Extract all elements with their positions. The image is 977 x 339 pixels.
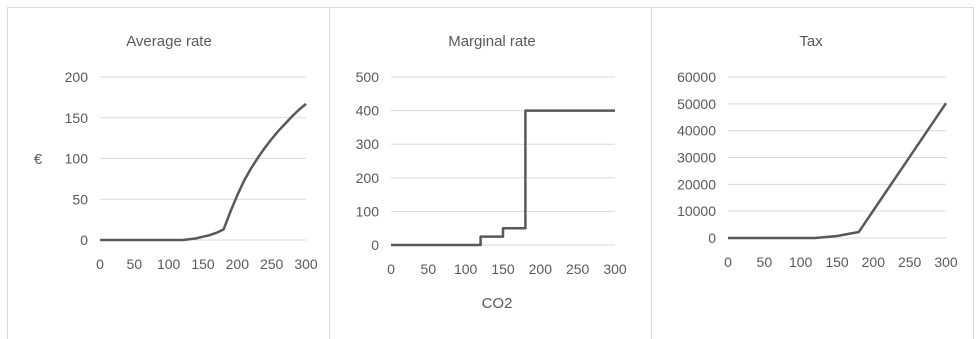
x-tick-label: 50 — [127, 256, 143, 272]
x-tick-label: 300 — [934, 254, 958, 270]
panel-tax: Tax 0 10000 20000 30000 40000 50000 60000 0 50 10… — [651, 7, 974, 339]
y-tick-label: 20000 — [677, 176, 716, 192]
y-tick-label: 500 — [356, 69, 380, 85]
y-tick-label: 50 — [72, 191, 88, 207]
x-tick-label: 0 — [96, 256, 104, 272]
x-tick-label: 100 — [789, 254, 813, 270]
x-tick-label: 250 — [898, 254, 922, 270]
y-axis-label: € — [34, 151, 43, 168]
x-tick-label: 250 — [566, 261, 590, 277]
y-tick-label: 300 — [356, 136, 380, 152]
x-tick-label: 50 — [421, 261, 437, 277]
x-tick-label: 200 — [529, 261, 553, 277]
panel-frame — [651, 7, 974, 339]
x-tick-label: 150 — [191, 256, 215, 272]
y-tick-label: 0 — [371, 237, 379, 253]
y-tick-label: 200 — [356, 170, 380, 186]
series-line — [728, 102, 948, 240]
y-tick-label: 60000 — [677, 69, 716, 85]
y-tick-label: 50000 — [677, 96, 716, 112]
x-tick-label: 300 — [603, 261, 627, 277]
y-tick-label: 30000 — [677, 150, 716, 166]
x-tick-label: 250 — [260, 256, 284, 272]
panel-frame — [7, 7, 330, 339]
y-tick-label: 400 — [356, 103, 380, 119]
x-tick-label: 0 — [724, 254, 732, 270]
panel-marginal-rate: Marginal rate 0 100 200 300 400 500 0 50 100 150 2… — [329, 7, 652, 339]
x-tick-label: 150 — [491, 261, 515, 277]
panel-average-rate: Average rate 0 50 100 150 200 0 50 100 150 200 250… — [7, 7, 330, 339]
y-tick-label: 0 — [708, 230, 716, 246]
x-tick-label: 150 — [825, 254, 849, 270]
y-tick-label: 100 — [356, 203, 380, 219]
plot-average-rate: 0 50 100 150 200 0 50 100 150 200 250 300 — [65, 69, 318, 272]
y-tick-label: 100 — [65, 151, 89, 167]
chart-title: Tax — [799, 33, 823, 50]
x-tick-label: 0 — [387, 261, 395, 277]
x-tick-label: 100 — [454, 261, 478, 277]
x-tick-label: 100 — [157, 256, 181, 272]
y-tick-label: 10000 — [677, 203, 716, 219]
series-line — [391, 109, 615, 247]
series-line — [100, 102, 307, 242]
plot-marginal-rate: 0 100 200 300 400 500 0 50 100 150 200 250 300 — [356, 69, 627, 277]
y-tick-label: 0 — [80, 232, 88, 248]
y-tick-label: 150 — [65, 110, 89, 126]
chart-title: Average rate — [126, 33, 212, 50]
x-tick-label: 200 — [862, 254, 886, 270]
plot-tax: 0 10000 20000 30000 40000 50000 60000 0 50 100 150… — [677, 69, 958, 270]
x-axis-label: CO2 — [482, 295, 513, 312]
x-tick-label: 300 — [294, 256, 318, 272]
x-tick-label: 50 — [757, 254, 773, 270]
panel-frame — [329, 7, 652, 339]
y-tick-label: 40000 — [677, 123, 716, 139]
chart-title: Marginal rate — [448, 33, 536, 50]
y-tick-label: 200 — [65, 69, 89, 85]
x-tick-label: 200 — [226, 256, 250, 272]
